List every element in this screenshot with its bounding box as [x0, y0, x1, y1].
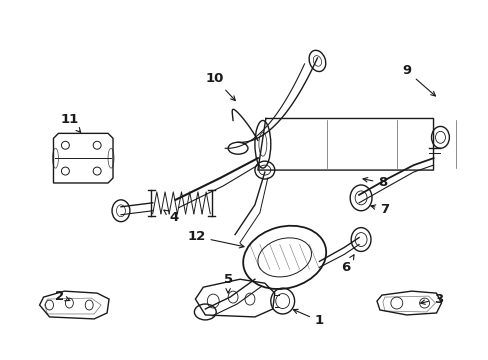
Text: 11: 11: [60, 113, 81, 132]
Text: 5: 5: [223, 273, 232, 293]
Text: 12: 12: [187, 230, 244, 248]
Text: 2: 2: [55, 289, 70, 303]
Text: 1: 1: [293, 309, 324, 327]
Text: 9: 9: [401, 64, 435, 96]
Text: 7: 7: [370, 203, 388, 216]
Text: 4: 4: [163, 210, 179, 224]
Text: 8: 8: [362, 176, 387, 189]
Text: 3: 3: [420, 293, 442, 306]
Text: 6: 6: [341, 255, 353, 274]
Text: 10: 10: [205, 72, 235, 101]
